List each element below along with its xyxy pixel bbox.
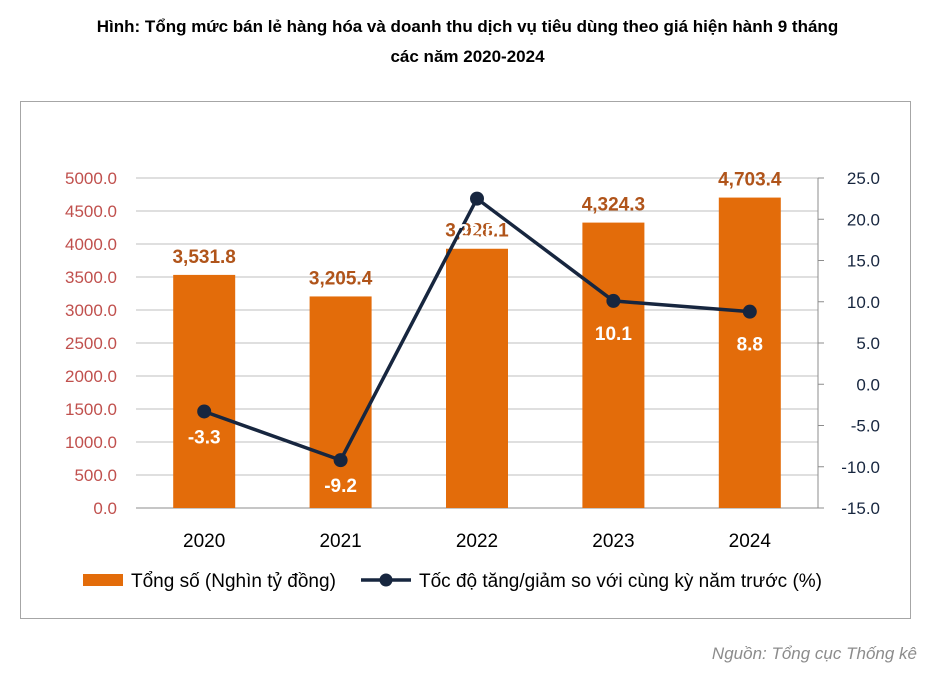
y-left-tick-label: 4500.0: [65, 202, 117, 221]
growth-point: [333, 453, 348, 468]
y-right-tick-label: 25.0: [847, 169, 880, 188]
bar: [582, 222, 645, 509]
growth-point: [606, 293, 621, 308]
y-left-tick-label: 3500.0: [65, 268, 117, 287]
x-tick-label: 2023: [592, 531, 634, 552]
x-tick-label: 2024: [729, 531, 772, 552]
legend-bar-label: Tổng số (Nghìn tỷ đồng): [131, 571, 336, 592]
y-left-tick-label: 2500.0: [65, 334, 117, 353]
source-note: Nguồn: Tổng cục Thống kê: [711, 644, 917, 663]
chart-title-line-1: Hình: Tổng mức bán lẻ hàng hóa và doanh …: [96, 17, 839, 36]
y-right-tick-label: 20.0: [847, 210, 880, 229]
bar-value-label: 4,703.4: [718, 170, 782, 191]
y-right-tick-label: 15.0: [847, 252, 880, 271]
y-left-tick-label: 5000.0: [65, 169, 117, 188]
y-right-tick-label: -5.0: [851, 417, 880, 436]
bar-value-label: 3,205.4: [309, 268, 373, 289]
bar: [309, 296, 372, 508]
chart-frame: [20, 101, 911, 619]
growth-value-label: -9.2: [324, 476, 357, 497]
y-left-tick-label: 1000.0: [65, 433, 117, 452]
legend-line-label: Tốc độ tăng/giảm so với cùng kỳ năm trướ…: [419, 571, 822, 592]
bar: [446, 248, 508, 508]
legend-line-marker: [379, 573, 393, 587]
bar-value-label: 4,324.3: [582, 195, 645, 216]
chart-title-line-2: các năm 2020-2024: [390, 47, 545, 66]
growth-value-label: 22.5: [459, 222, 496, 243]
y-right-tick-label: 5.0: [856, 334, 880, 353]
legend-bar-swatch: [83, 574, 123, 586]
growth-value-label: 10.1: [595, 324, 632, 345]
growth-point: [197, 404, 212, 419]
y-left-tick-label: 500.0: [74, 466, 117, 485]
x-tick-label: 2022: [456, 531, 498, 552]
bar: [718, 197, 781, 508]
growth-point: [470, 191, 484, 206]
y-left-tick-label: 3000.0: [65, 301, 117, 320]
chart-title: Hình: Tổng mức bán lẻ hàng hóa và doanh …: [0, 12, 935, 72]
y-right-tick-label: -15.0: [841, 499, 880, 518]
y-right-tick-label: -10.0: [841, 458, 880, 477]
y-left-tick-label: 0.0: [93, 499, 117, 518]
bar-value-label: 3,531.8: [172, 247, 235, 268]
growth-value-label: 8.8: [737, 335, 763, 356]
bar: [173, 274, 236, 508]
y-left-tick-label: 2000.0: [65, 367, 117, 386]
x-tick-label: 2020: [183, 531, 225, 552]
y-right-tick-label: 0.0: [856, 375, 880, 394]
growth-value-label: -3.3: [188, 427, 221, 448]
growth-point: [742, 304, 757, 319]
y-left-tick-label: 1500.0: [65, 400, 117, 419]
y-left-tick-label: 4000.0: [65, 235, 117, 254]
y-right-tick-label: 10.0: [847, 293, 880, 312]
x-tick-label: 2021: [319, 531, 361, 552]
